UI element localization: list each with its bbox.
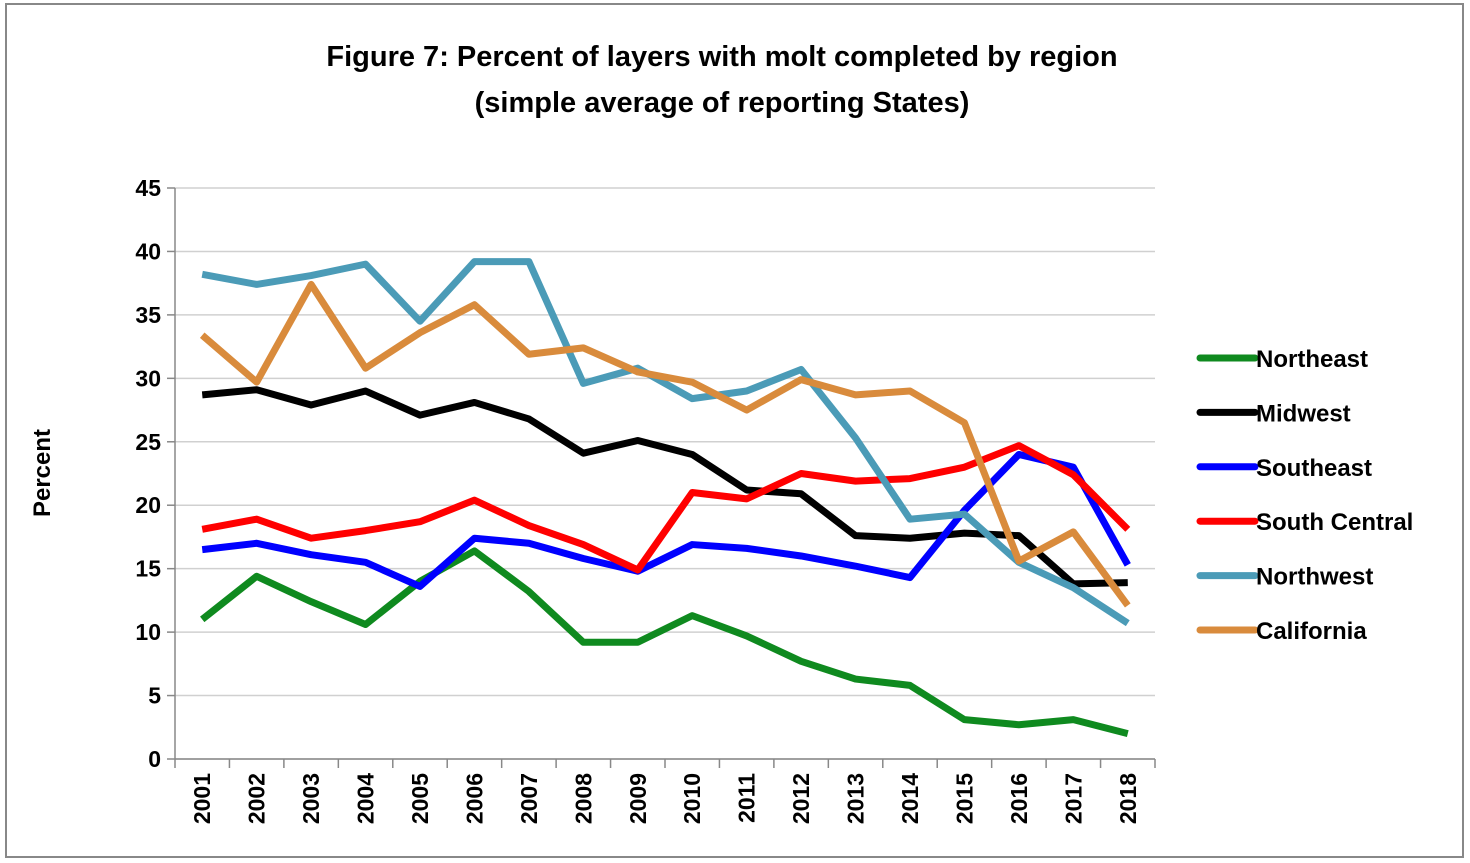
- x-tick-label: 2013: [843, 773, 869, 824]
- legend-label: California: [1256, 618, 1367, 645]
- x-tick-label: 2017: [1060, 773, 1086, 824]
- x-tick-label: 2003: [298, 773, 324, 824]
- y-tick-label: 15: [135, 556, 161, 582]
- y-tick-label: 25: [135, 429, 161, 455]
- x-tick-label: 2015: [951, 773, 977, 824]
- x-tick-label: 2004: [353, 773, 379, 824]
- x-tick-label: 2016: [1006, 773, 1032, 824]
- y-tick-label: 45: [135, 175, 161, 201]
- x-tick-label: 2002: [244, 773, 270, 824]
- y-tick-label: 30: [135, 365, 161, 391]
- series-line: [201, 258, 1130, 627]
- x-tick-label: 2010: [679, 773, 705, 824]
- chart-subtitle: (simple average of reporting States): [475, 87, 970, 119]
- series-line: [200, 547, 1129, 738]
- legend-label: Southeast: [1256, 455, 1372, 482]
- x-tick-label: 2011: [734, 773, 760, 823]
- series-line: [201, 386, 1128, 588]
- x-tick-label: 2005: [407, 773, 433, 824]
- y-tick-label: 0: [148, 746, 161, 772]
- series-line: [201, 450, 1131, 590]
- legend-label: Northwest: [1256, 564, 1373, 591]
- x-tick-label: 2014: [897, 773, 923, 824]
- x-tick-label: 2012: [788, 773, 814, 824]
- y-tick-label: 10: [135, 619, 161, 645]
- y-tick-label: 20: [135, 492, 161, 518]
- chart-title: Figure 7: Percent of layers with molt co…: [326, 41, 1117, 73]
- x-tick-label: 2018: [1115, 773, 1141, 824]
- legend-label: Midwest: [1256, 400, 1351, 427]
- legend-label: South Central: [1256, 509, 1413, 536]
- x-tick-label: 2001: [189, 773, 215, 824]
- y-tick-label: 5: [148, 683, 161, 709]
- y-tick-label: 35: [135, 302, 161, 328]
- x-tick-label: 2009: [625, 773, 651, 824]
- legend-label: Northeast: [1256, 346, 1368, 373]
- series-line: [199, 280, 1131, 608]
- chart-frame: [5, 3, 1464, 858]
- x-tick-label: 2006: [461, 773, 487, 824]
- y-axis-label: Percent: [29, 429, 56, 517]
- x-tick-label: 2008: [570, 773, 596, 824]
- y-tick-label: 40: [135, 238, 161, 264]
- x-tick-label: 2007: [516, 773, 542, 824]
- series-line: [201, 442, 1131, 574]
